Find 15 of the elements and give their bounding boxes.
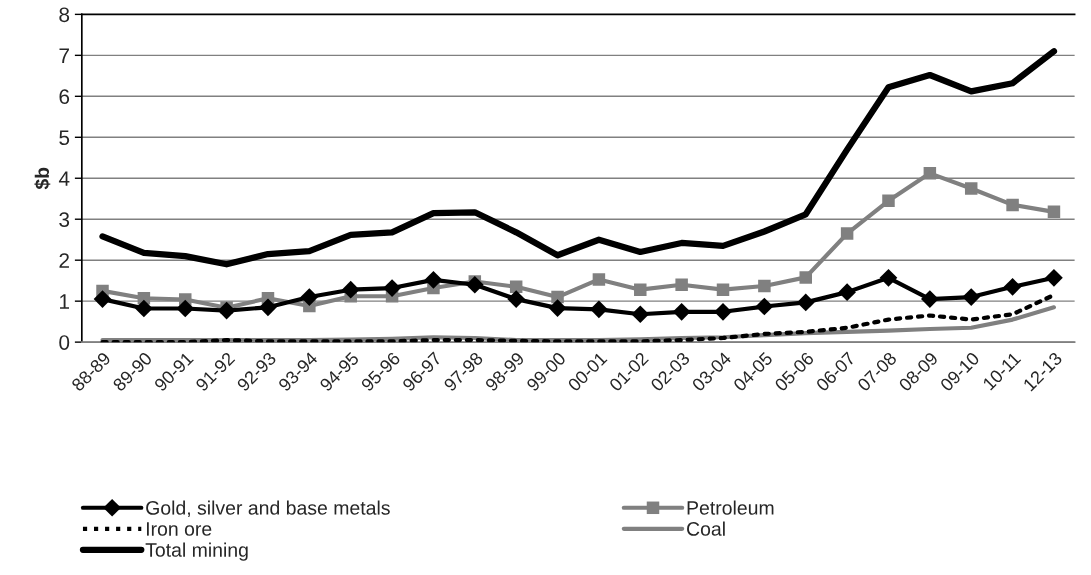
y-tick-label: 6 xyxy=(59,89,70,105)
y-tick-label: 1 xyxy=(60,294,69,309)
y-tick-label: 4 xyxy=(58,171,70,186)
y-tick-label: 2 xyxy=(59,253,69,268)
y-tick-label: 8 xyxy=(59,7,70,23)
legend-label: Total mining xyxy=(145,542,248,561)
legend-label: Coal xyxy=(687,521,725,536)
y-axis-title: $b xyxy=(34,167,51,190)
legend-label: Iron ore xyxy=(146,522,212,536)
legend-label: Gold, silver and base metals xyxy=(146,500,390,518)
y-tick-label: 5 xyxy=(59,130,70,146)
y-tick-label: 3 xyxy=(59,212,70,227)
y-tick-label: 0 xyxy=(59,335,70,350)
legend-label: Petroleum xyxy=(687,500,774,515)
y-tick-label: 7 xyxy=(59,48,69,63)
